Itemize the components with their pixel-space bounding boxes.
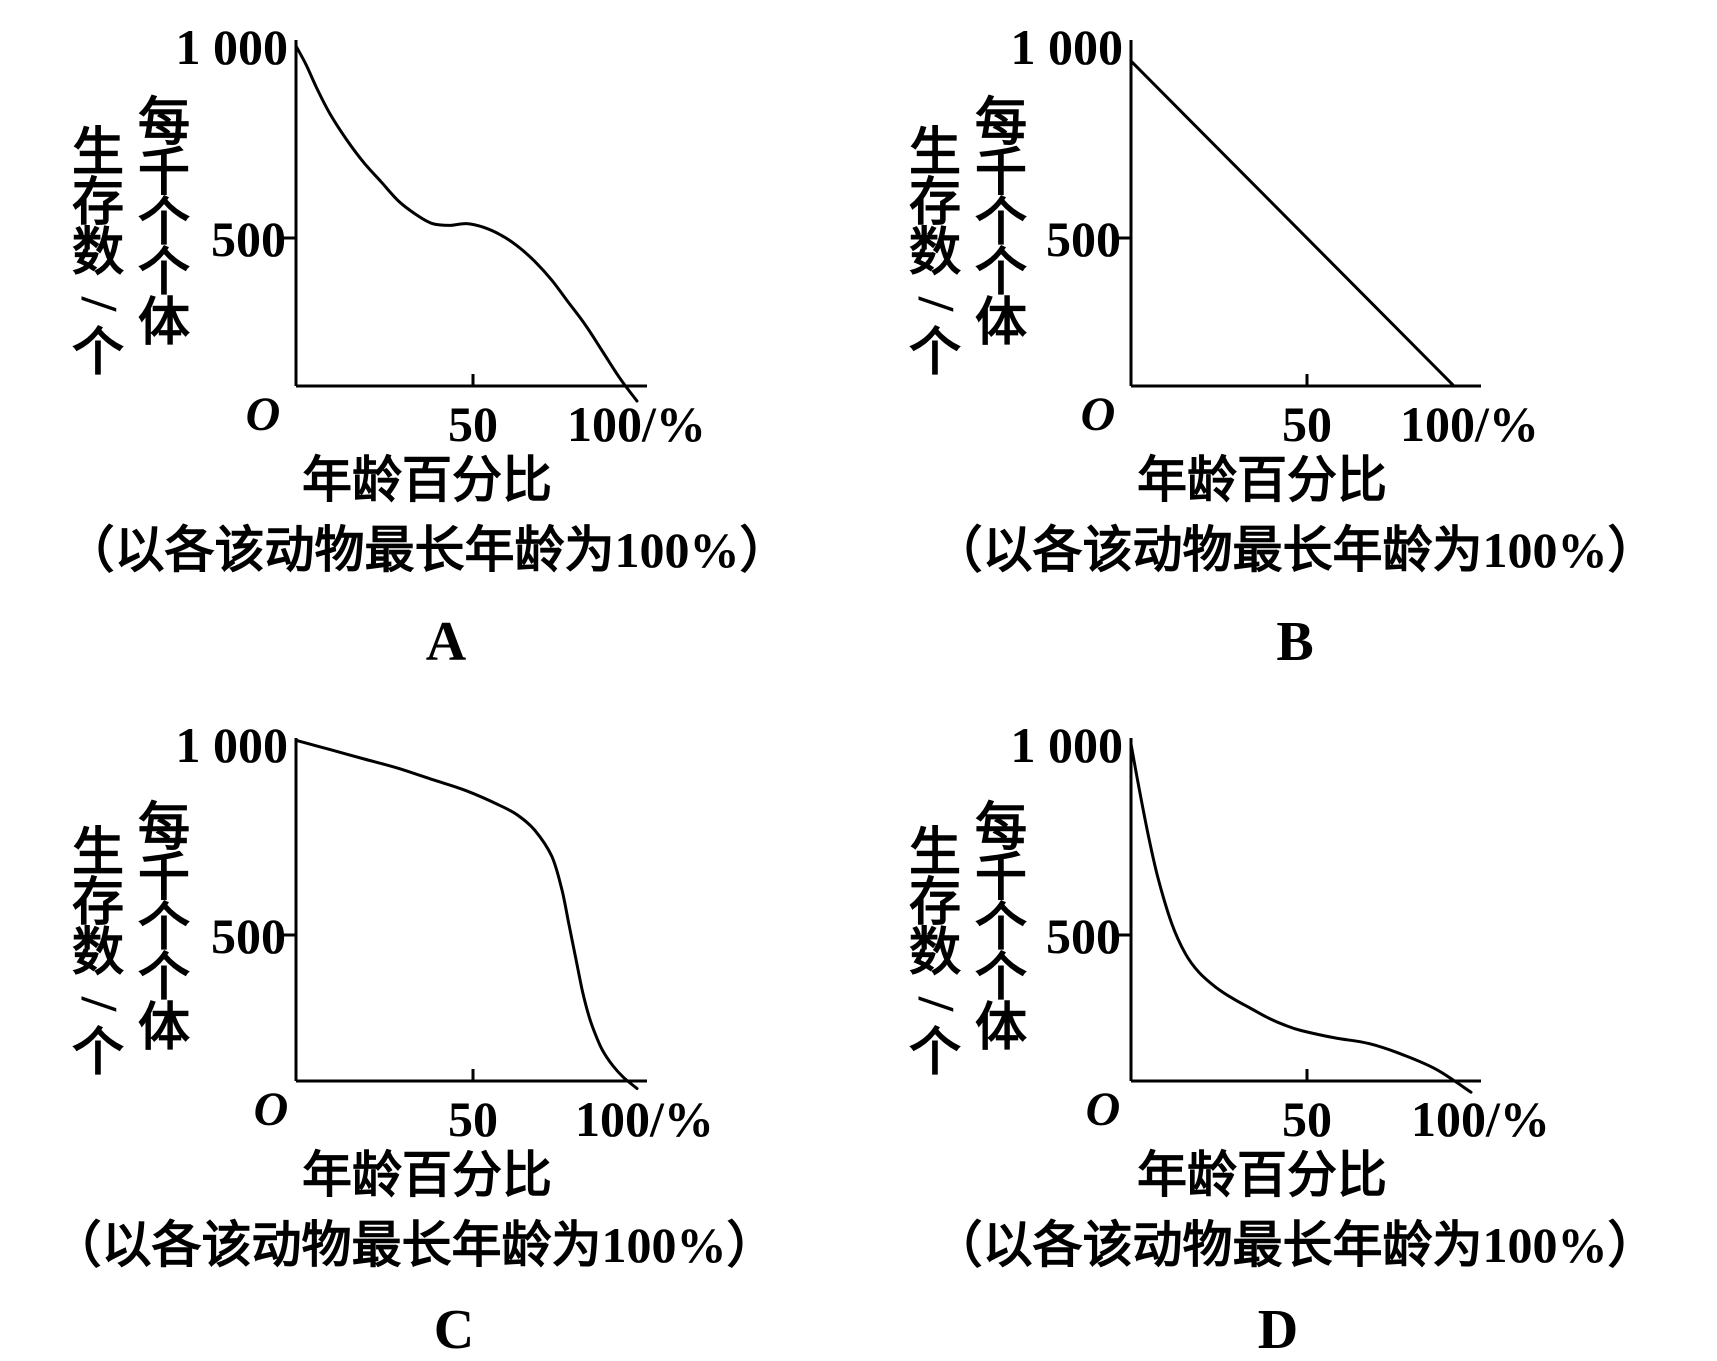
y-tick-label: 500: [211, 211, 286, 267]
y-label-char: 千: [138, 850, 190, 907]
y-label-char: 个: [138, 949, 190, 1007]
y-label-char: 个: [138, 194, 190, 252]
x-axis-label: 年龄百分比: [302, 452, 552, 508]
x-tick-label: 100/%: [1411, 1091, 1550, 1147]
y-label-char: 千: [975, 850, 1027, 907]
survivorship-curve-line: [294, 738, 639, 1090]
origin-label: O: [254, 1083, 289, 1136]
y-tick-label: 1 000: [176, 19, 289, 75]
y-label-char: 体: [138, 999, 190, 1057]
y-label-char: 生: [909, 824, 961, 882]
x-axis-label: 年龄百分比: [1137, 452, 1387, 508]
y-label-char: 个: [975, 899, 1027, 957]
note-label: （以各该动物最长年龄为100%）: [933, 1217, 1658, 1273]
y-label-char: 体: [975, 999, 1027, 1057]
x-tick-label: 50: [1282, 1091, 1332, 1147]
x-tick-label: 50: [448, 1091, 498, 1147]
x-tick-label: 50: [448, 396, 498, 452]
x-axis-label: 年龄百分比: [1137, 1147, 1387, 1203]
x-tick-label: 100/%: [567, 396, 706, 452]
note-label: （以各该动物最长年龄为100%）: [933, 522, 1658, 578]
survivorship-curve-line: [1129, 742, 1473, 1094]
y-label-char: 每: [138, 799, 190, 857]
survivorship-curve-line: [294, 44, 639, 403]
y-label-char: 体: [138, 294, 190, 352]
y-label-char: 存: [909, 174, 961, 232]
y-tick-label: 1 000: [1011, 19, 1124, 75]
y-label-char: 每: [975, 799, 1027, 857]
y-label-char: 数: [72, 924, 124, 982]
y-axis-label-outer: 生存数 / 个: [70, 824, 127, 1082]
y-label-char: 生: [72, 124, 124, 182]
y-label-char: 存: [909, 874, 961, 932]
y-label-char: 个: [909, 1024, 961, 1082]
y-label-char: 千: [975, 145, 1027, 202]
origin-label: O: [1086, 1083, 1121, 1136]
x-tick-label: 100/%: [575, 1091, 714, 1147]
y-label-char: 个: [72, 1024, 124, 1082]
x-tick-label: 100/%: [1400, 396, 1539, 452]
y-label-char: /: [70, 296, 127, 312]
panel-label: B: [1276, 611, 1313, 673]
note-label: （以各该动物最长年龄为100%）: [65, 522, 790, 578]
y-label-char: /: [907, 996, 964, 1012]
y-tick-label: 500: [1046, 908, 1121, 964]
y-label-char: 数: [72, 224, 124, 282]
y-label-char: 每: [138, 94, 190, 152]
y-tick-label: 1 000: [1011, 717, 1124, 773]
y-label-char: 千: [138, 145, 190, 202]
y-label-char: 个: [72, 324, 124, 382]
y-label-char: 个: [975, 194, 1027, 252]
survivorship-curve-line: [1129, 59, 1456, 388]
y-label-char: 生: [72, 824, 124, 882]
panel-label: D: [1258, 1299, 1298, 1361]
y-label-char: 数: [909, 224, 961, 282]
y-label-char: 存: [72, 174, 124, 232]
origin-label: O: [246, 388, 281, 441]
y-label-char: 个: [909, 324, 961, 382]
panel-label: C: [434, 1299, 474, 1361]
y-tick-label: 1 000: [176, 717, 289, 773]
y-label-char: /: [70, 996, 127, 1012]
y-label-char: 体: [975, 294, 1027, 352]
x-axis-label: 年龄百分比: [302, 1147, 552, 1203]
y-label-char: 个: [975, 244, 1027, 302]
y-label-char: 存: [72, 874, 124, 932]
y-label-char: 个: [975, 949, 1027, 1007]
y-axis-label-outer: 生存数 / 个: [907, 824, 964, 1082]
y-tick-label: 500: [211, 908, 286, 964]
y-label-char: /: [907, 296, 964, 312]
y-label-char: 个: [138, 899, 190, 957]
y-label-char: 数: [909, 924, 961, 982]
y-label-char: 个: [138, 244, 190, 302]
y-tick-label: 500: [1046, 211, 1121, 267]
y-axis-label-outer: 生存数 / 个: [907, 124, 964, 382]
y-label-char: 每: [975, 94, 1027, 152]
x-tick-label: 50: [1282, 396, 1332, 452]
panel-label: A: [426, 611, 467, 673]
y-label-char: 生: [909, 124, 961, 182]
note-label: （以各该动物最长年龄为100%）: [52, 1217, 777, 1273]
y-axis-label-outer: 生存数 / 个: [70, 124, 127, 382]
origin-label: O: [1081, 388, 1116, 441]
